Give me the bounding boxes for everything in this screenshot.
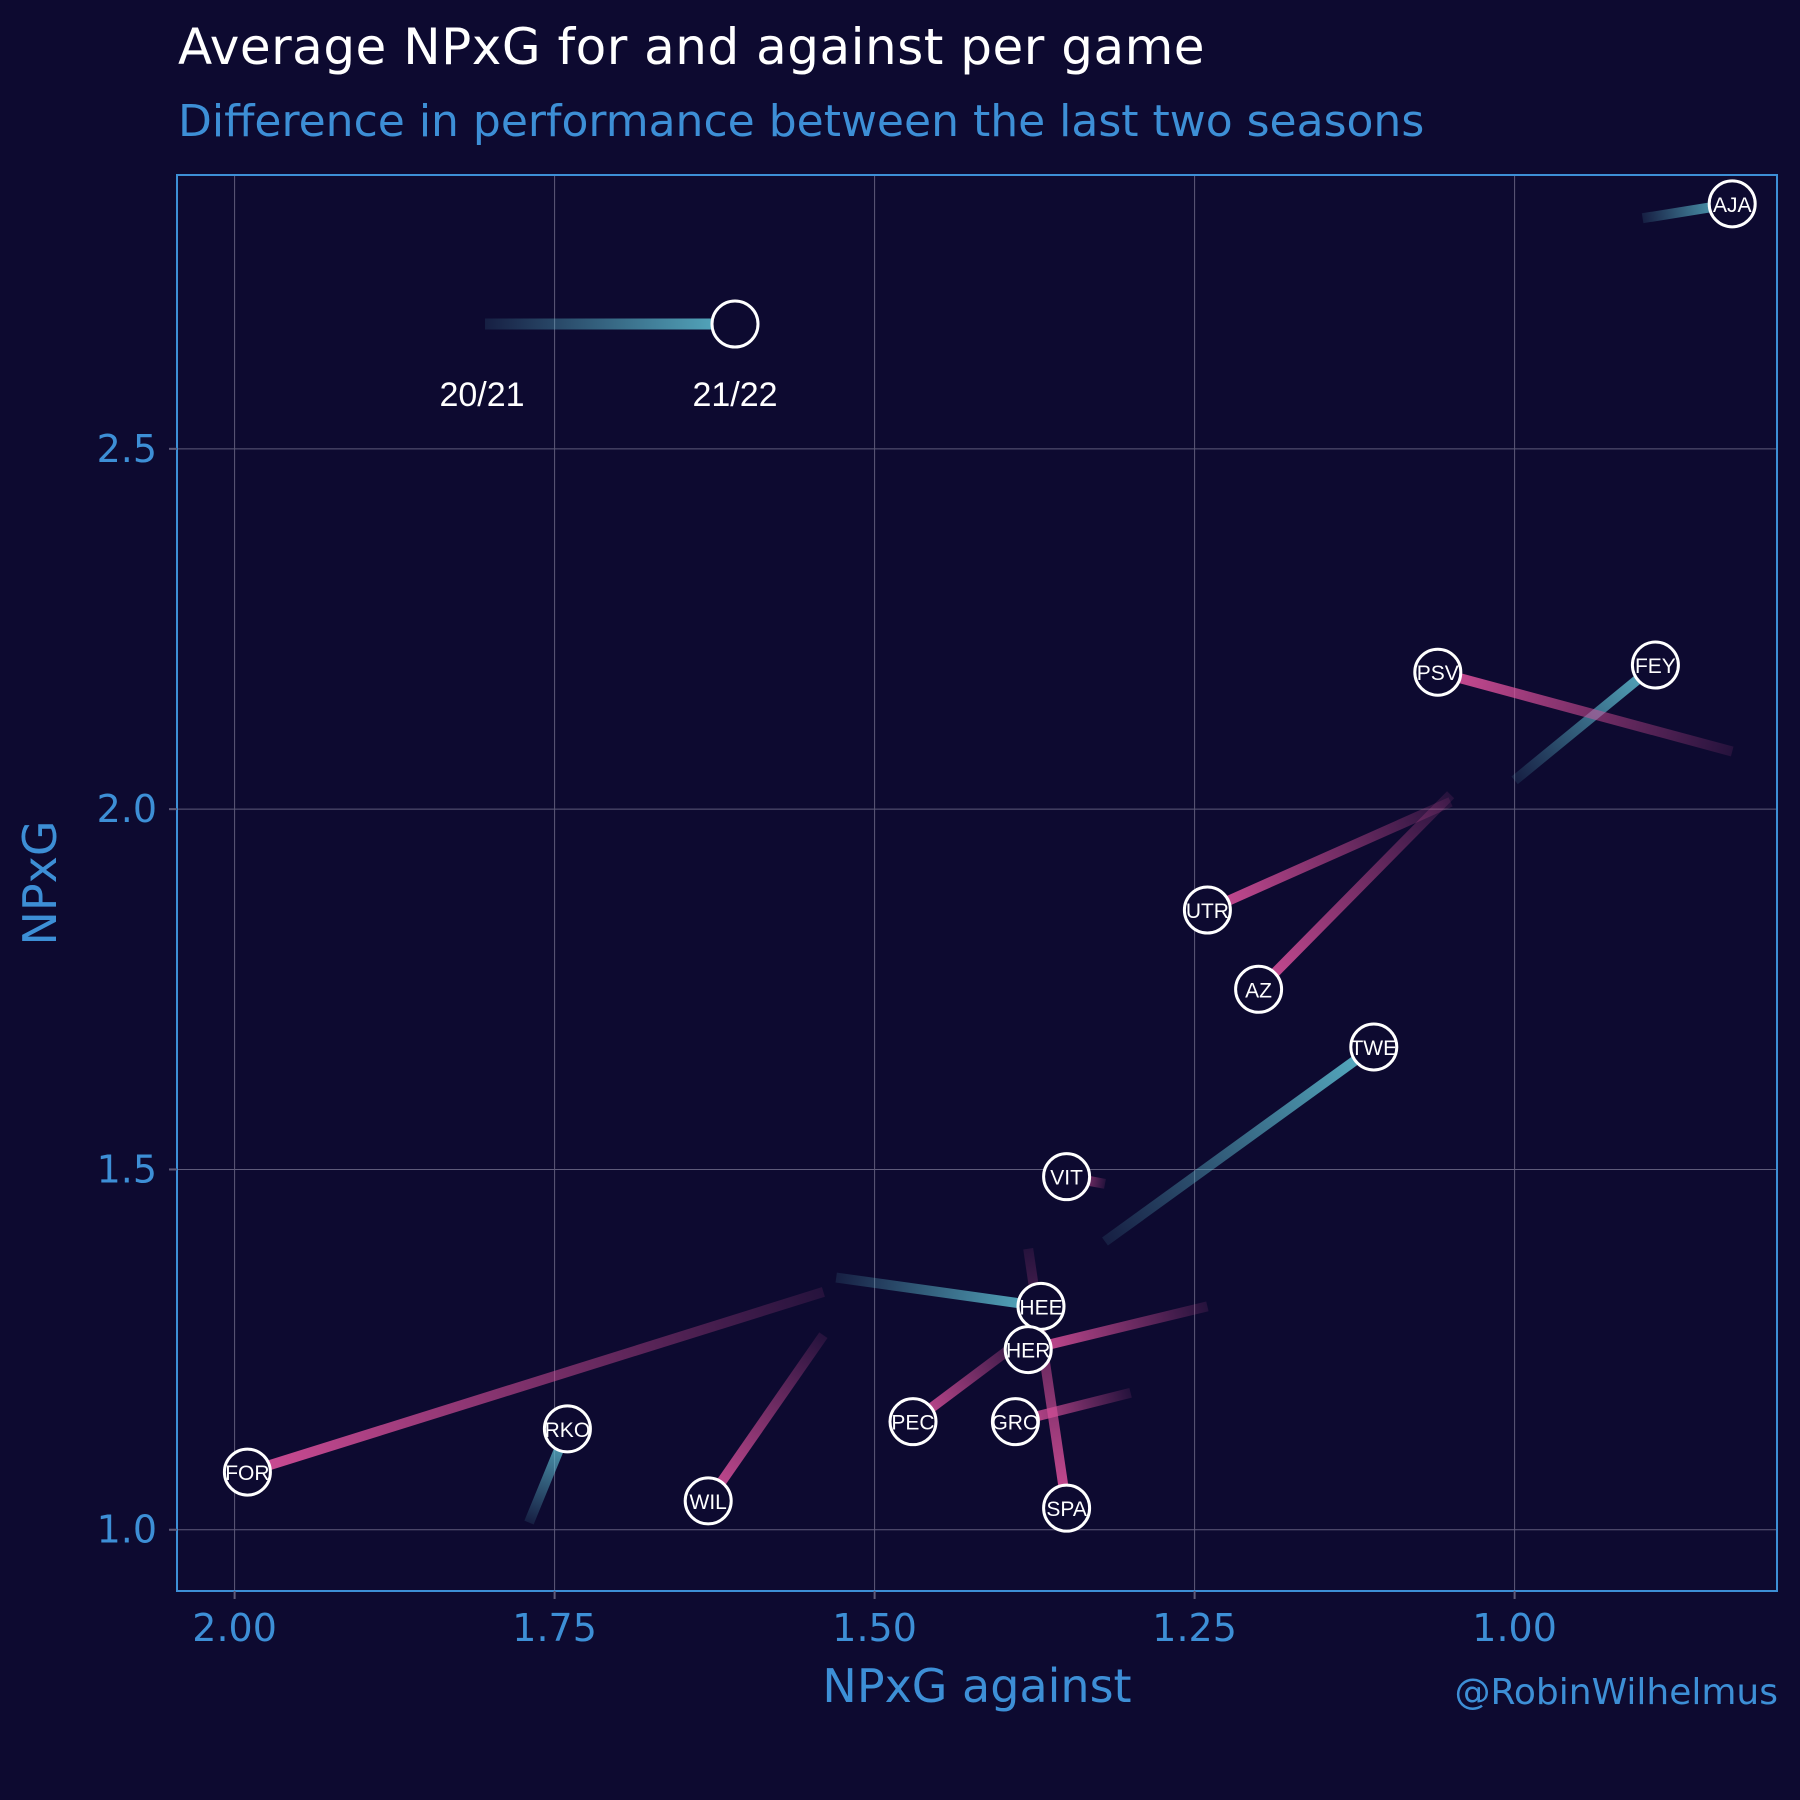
point-label-gro: GRO — [991, 1412, 1039, 1435]
x-tick-label: 1.25 — [1152, 1606, 1237, 1650]
x-tick-label: 1.50 — [832, 1606, 917, 1650]
y-tick-label: 2.0 — [97, 787, 157, 831]
point-label-vit: VIT — [1050, 1167, 1083, 1190]
point-rko — [542, 1404, 592, 1454]
author-credit: @RobinWilhelmus — [1454, 1672, 1778, 1713]
point-pec — [888, 1397, 938, 1447]
trajectory-az — [1255, 791, 1455, 993]
point-aja — [1707, 179, 1757, 229]
point-fey — [1630, 640, 1680, 690]
x-tick-label: 2.00 — [192, 1606, 277, 1650]
point-label-utr: UTR — [1186, 900, 1229, 923]
legend: 20/21 21/22 — [439, 299, 778, 414]
point-label-aja: AJA — [1713, 194, 1752, 217]
y-tick-label: 1.0 — [97, 1508, 157, 1552]
point-label-rko: RKO — [545, 1419, 591, 1442]
legend-point — [710, 299, 760, 349]
trajectory-hee — [835, 1272, 1042, 1312]
point-gro — [990, 1397, 1040, 1447]
x-axis-title: NPxG against — [822, 1659, 1131, 1713]
point-label-for: FOR — [225, 1462, 269, 1485]
legend-label-to: 21/22 — [692, 376, 777, 414]
trajectory-utr — [1205, 797, 1453, 915]
point-vit — [1042, 1152, 1092, 1202]
chart-subtitle: Difference in performance between the la… — [178, 96, 1425, 147]
point-for — [222, 1447, 272, 1497]
point-label-psv: PSV — [1417, 662, 1459, 685]
point-label-hee: HEE — [1019, 1296, 1062, 1319]
trajectory-psv — [1436, 667, 1734, 757]
y-tick-label: 2.5 — [97, 427, 157, 471]
point-label-pec: PEC — [891, 1412, 934, 1435]
point-az — [1234, 964, 1284, 1014]
point-wil — [683, 1476, 733, 1526]
point-twe — [1349, 1022, 1399, 1072]
point-label-spa: SPA — [1046, 1498, 1086, 1521]
point-label-fey: FEY — [1635, 655, 1676, 678]
grid-layer — [177, 175, 1777, 1591]
x-tick-label: 1.00 — [1472, 1606, 1557, 1650]
point-label-az: AZ — [1245, 979, 1272, 1002]
trajectory-for — [245, 1287, 825, 1477]
y-axis-title: NPxG — [13, 820, 67, 945]
legend-label-from: 20/21 — [439, 376, 524, 414]
trajectory-twe — [1102, 1042, 1377, 1246]
x-tick-label: 1.75 — [512, 1606, 597, 1650]
trajectory-her — [1027, 1301, 1209, 1355]
trajectory-fey — [1511, 661, 1659, 785]
point-label-twe: TWE — [1350, 1037, 1397, 1060]
point-her — [1003, 1325, 1053, 1375]
y-tick-label: 1.5 — [97, 1147, 157, 1191]
point-label-her: HER — [1006, 1340, 1050, 1363]
axis-ticks: 2.00 1.75 1.50 1.25 1.00 1.0 1.5 2.0 2.5 — [97, 427, 1557, 1650]
team-points: AJA FEY PSV UTR AZ TWE VIT HEE HER GRO SPA PEC WIL RK… — [222, 179, 1757, 1533]
trajectory-wil — [704, 1332, 828, 1504]
point-psv — [1413, 647, 1463, 697]
point-spa — [1042, 1483, 1092, 1533]
point-utr — [1182, 885, 1232, 935]
plot-border — [176, 174, 1778, 1592]
chart-title: Average NPxG for and against per game — [178, 18, 1206, 76]
point-label-wil: WIL — [690, 1491, 727, 1514]
